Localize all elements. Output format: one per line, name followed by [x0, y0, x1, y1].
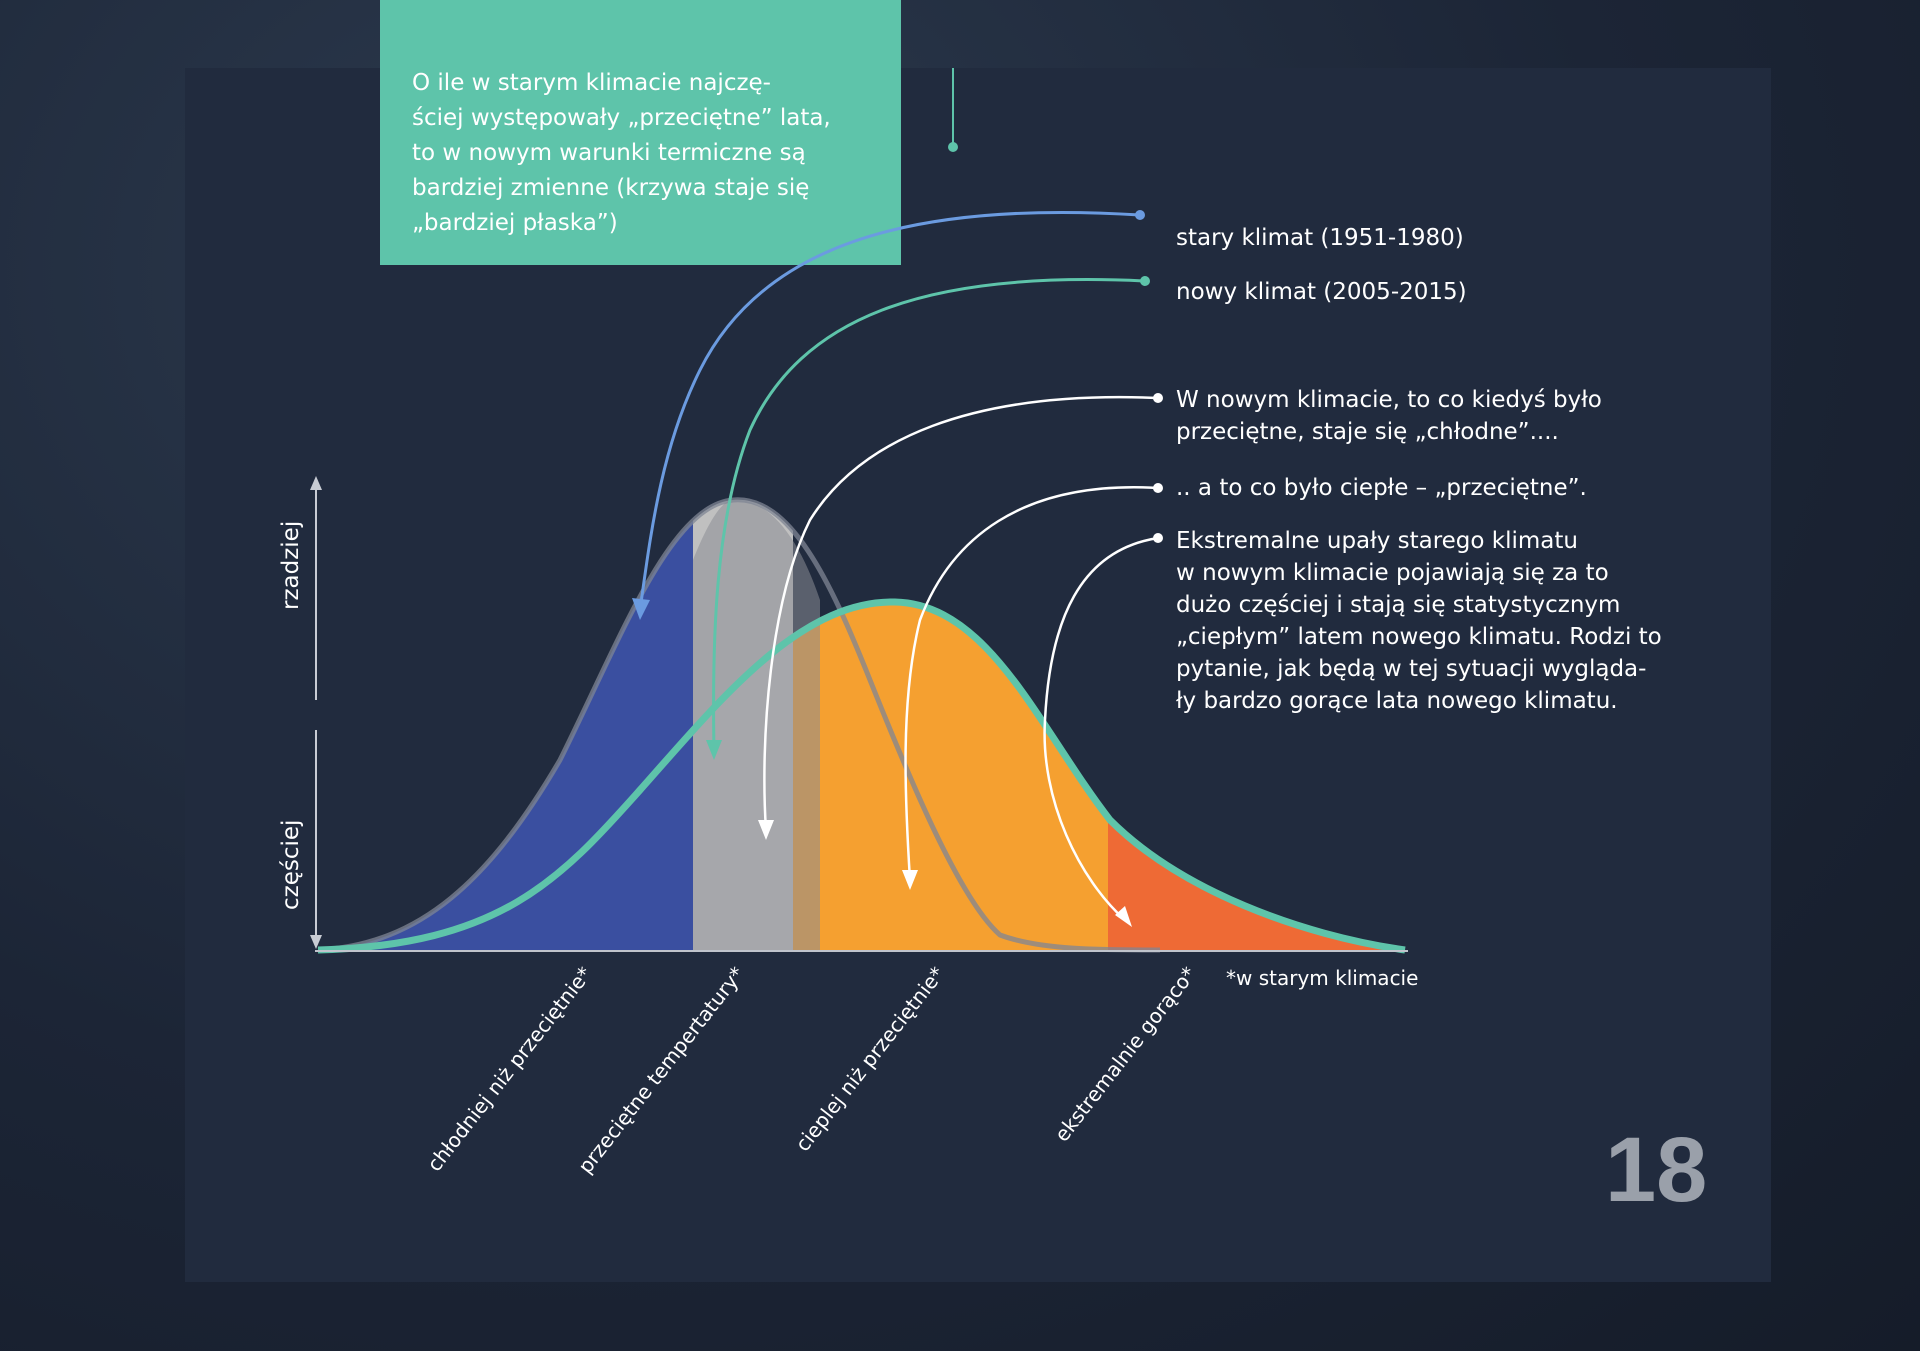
note-extreme: Ekstremalne upały starego klimatu w nowy… [1176, 528, 1662, 714]
page-number: 18 [1605, 1119, 1708, 1221]
frequent-arrow-icon [310, 935, 322, 949]
legend-old-climate: stary klimat (1951-1980) [1176, 225, 1464, 251]
note1-arrow [763, 395, 1159, 831]
note-warm-to-average: .. a to co było ciepłe – „przeciętne”. [1176, 475, 1587, 501]
axis-label-rare: rzadziej [278, 520, 304, 610]
old-legend-arrow [638, 210, 1141, 611]
note2-arrow [904, 486, 1159, 881]
rare-arrow-icon [310, 476, 322, 490]
new-legend-arrow [712, 278, 1146, 751]
footnote: *w starym klimacie [1226, 966, 1419, 990]
legend-new-climate: nowy klimat (2005-2015) [1176, 279, 1467, 305]
axis-label-frequent: częściej [278, 819, 304, 910]
note-average-to-cold: W nowym klimacie, to co kiedyś było prze… [1176, 387, 1602, 445]
note3-arrowhead-icon [1115, 906, 1132, 927]
new-climate-curve [317, 598, 1406, 954]
cold-segment [318, 499, 693, 950]
old-climate-curve [317, 497, 1161, 953]
note3-arrow [1043, 536, 1159, 921]
callout-text: O ile w starym klimacie najczę- ściej wy… [412, 70, 831, 236]
old-peak-overlay [693, 499, 820, 950]
callout-box: O ile w starym klimacie najczę- ściej wy… [380, 0, 901, 265]
callout-connector-dot [948, 142, 958, 152]
new-legend-arrowhead-icon [706, 740, 722, 760]
note2-arrowhead-icon [902, 870, 918, 890]
old-legend-arrowhead-icon [632, 598, 650, 620]
note1-arrowhead-icon [758, 820, 774, 840]
